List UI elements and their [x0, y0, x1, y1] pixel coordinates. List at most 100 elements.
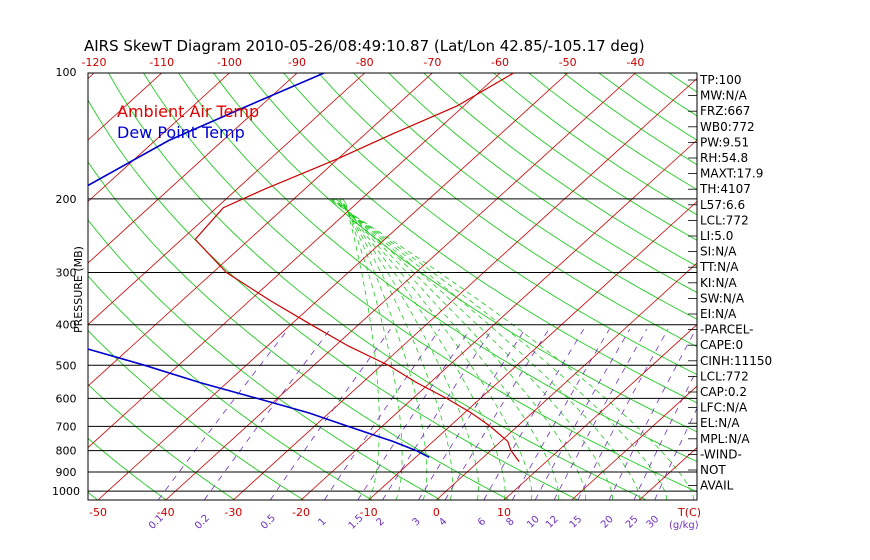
mixing-ratio-tick-label: 25 — [624, 514, 641, 531]
dry-adiabat-line — [108, 73, 647, 500]
dry-adiabat-line — [318, 73, 697, 348]
isotherm-line — [368, 200, 697, 500]
mixing-ratio-line — [269, 328, 391, 500]
mixing-ratio-line — [577, 329, 669, 500]
dry-adiabat-line — [88, 219, 441, 500]
bottom-temp-tick-label: -10 — [360, 506, 378, 519]
index-label: CAPE:0 — [700, 338, 743, 352]
top-temp-tick-label: -90 — [288, 56, 306, 69]
isotherm-line — [88, 73, 298, 264]
moist-adiabat-line — [328, 198, 694, 500]
top-temp-tick-label: -40 — [626, 56, 644, 69]
top-temp-tick-label: -50 — [559, 56, 577, 69]
isotherm-line — [97, 73, 568, 500]
index-label: L57:6.6 — [700, 198, 745, 212]
dry-adiabat-line — [283, 73, 697, 375]
bottom-temp-tick-label: -20 — [292, 506, 310, 519]
index-label: TP:100 — [699, 73, 742, 87]
mixing-ratio-tick-label: 20 — [599, 514, 616, 531]
mixing-ratio-line — [418, 328, 526, 500]
ambient-air-temp-line — [194, 73, 520, 462]
top-temp-tick-labels: -120 -110 -100 -90 -80 -70 -60 -50 -40 — [82, 56, 645, 69]
bottom-temp-tick-label: 10 — [497, 506, 511, 519]
mixing-ratio-line — [324, 328, 440, 500]
isotherm-line — [503, 324, 697, 500]
bottom-temp-tick-labels: -50 -40 -30 -20 -10 0 10 — [89, 506, 511, 519]
moist-adiabat-line — [342, 198, 403, 500]
isotherm-line — [88, 73, 365, 326]
legend-dew-point-temp: Dew Point Temp — [117, 123, 245, 142]
isotherm-line — [436, 262, 697, 500]
isotherm-line — [0, 73, 26, 500]
isotherm-line — [88, 73, 501, 449]
pressure-tick-label: 200 — [56, 193, 77, 206]
mixing-ratio-tick-label: 1 — [316, 516, 328, 528]
dry-adiabat-line — [353, 73, 697, 320]
mixing-ratio-tick-label: 10 — [525, 514, 542, 531]
index-label: MPL:N/A — [700, 432, 750, 446]
moist-adiabat-line — [329, 198, 667, 500]
index-label: LCL:772 — [700, 213, 749, 227]
pressure-tick-label: 600 — [56, 392, 77, 405]
mixing-ratio-line — [382, 328, 493, 500]
isobar-lines — [88, 198, 697, 492]
profile-series — [88, 73, 520, 462]
pressure-tick-label: 300 — [56, 267, 77, 280]
mixing-ratio-line — [553, 329, 648, 500]
index-label: EL:N/A — [700, 416, 740, 430]
mixing-ratio-line — [608, 329, 697, 500]
top-temp-tick-label: -60 — [491, 56, 509, 69]
mixing-ratio-line — [633, 368, 697, 500]
mixing-ratio-tick-label: 12 — [544, 514, 561, 531]
index-label: LFC:N/A — [700, 401, 748, 415]
dry-adiabat-line — [423, 73, 697, 267]
isotherm-line — [233, 77, 697, 500]
y-axis-label: PRESSURE (MB) — [72, 246, 85, 333]
moist-adiabat-line — [332, 198, 614, 500]
dry-adiabat-line — [633, 73, 697, 117]
index-label: FRZ:667 — [700, 104, 750, 118]
top-temp-tick-label: -100 — [217, 56, 242, 69]
bottom-temp-tick-label: 0 — [433, 506, 440, 519]
isotherm-line — [842, 73, 870, 500]
moist-adiabat-line — [340, 198, 453, 500]
pressure-tick-label: 100 — [56, 66, 77, 79]
pressure-tick-label: 700 — [56, 420, 77, 433]
top-temp-tick-label: -110 — [149, 56, 174, 69]
moist-adiabat-line — [330, 198, 640, 500]
moist-adiabat-line — [336, 198, 533, 500]
index-label: MW:N/A — [700, 89, 748, 103]
isotherm-line — [571, 385, 697, 500]
moist-adiabat-line — [337, 198, 506, 500]
mixing-ratio-tick-label: 0.5 — [259, 513, 278, 532]
mixing-ratio-lines — [157, 328, 697, 500]
mixing-ratio-line — [157, 328, 289, 500]
moist-adiabat-line — [344, 198, 380, 500]
moist-adiabat-line — [341, 198, 428, 500]
dry-adiabat-line — [739, 73, 870, 500]
mixing-ratio-line — [483, 328, 585, 500]
dry-adiabat-line — [248, 73, 697, 404]
index-label: NOT — [700, 463, 726, 477]
index-label: EI:N/A — [700, 307, 737, 321]
moist-adiabat-line — [333, 198, 586, 500]
dry-adiabat-line — [178, 73, 697, 463]
temp-unit-label: T(C) — [677, 506, 701, 519]
bottom-temp-tick-label: -40 — [157, 506, 175, 519]
top-temp-tick-label: -120 — [82, 56, 107, 69]
pressure-tick-label: 900 — [56, 466, 77, 479]
mixing-ratio-unit-label: (g/kg) — [669, 520, 699, 531]
dry-adiabat-line — [88, 437, 167, 500]
dry-adiabat-line — [88, 329, 304, 500]
index-label: AVAIL — [700, 479, 734, 493]
bottom-temp-tick-label: -50 — [89, 506, 107, 519]
mixing-ratio-tick-label: 2 — [375, 516, 387, 528]
top-temp-tick-label: -80 — [356, 56, 374, 69]
legend-ambient-air-temp: Ambient Air Temp — [117, 102, 259, 121]
mixing-ratio-tick-label: 0.2 — [193, 513, 212, 532]
mixing-ratio-tick-label: 3 — [411, 516, 423, 528]
dry-adiabat-line — [0, 73, 29, 500]
plot-frame — [87, 72, 698, 501]
index-label: MAXT:17.9 — [700, 167, 763, 181]
